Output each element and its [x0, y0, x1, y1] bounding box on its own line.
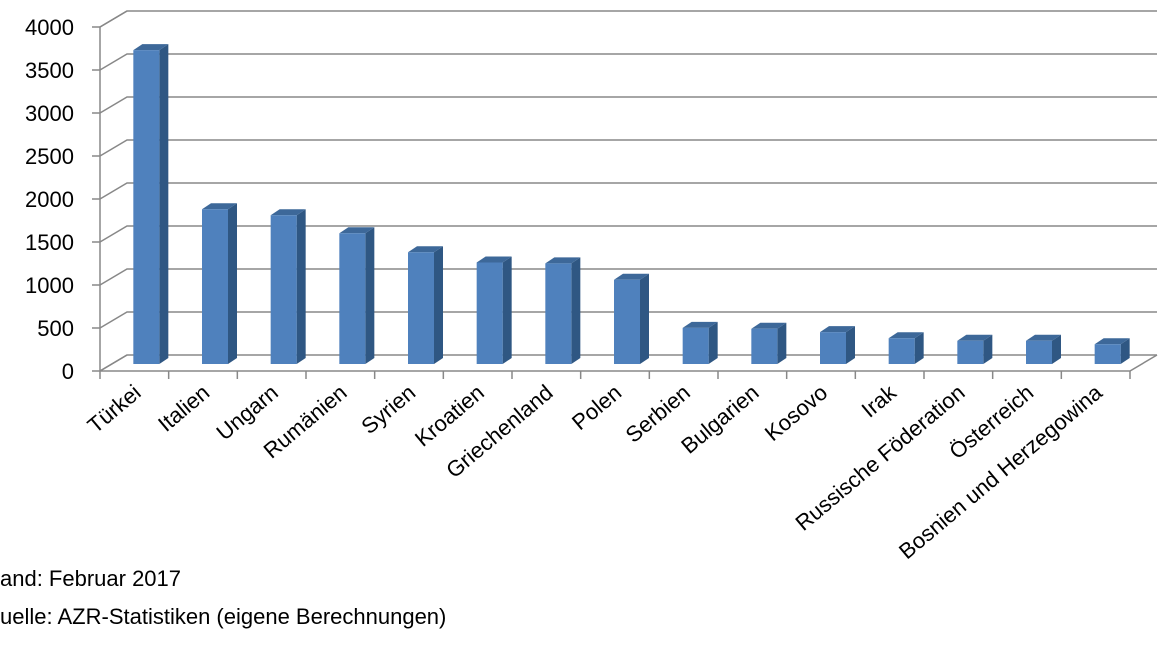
bar-face — [502, 256, 512, 364]
bar-face — [957, 334, 993, 341]
bar-face — [365, 227, 375, 364]
grid-line — [99, 268, 1157, 286]
y-tick-label: 2000 — [25, 187, 74, 212]
bar-face — [133, 44, 169, 51]
bar-face — [296, 209, 306, 364]
bar-face — [202, 209, 228, 364]
bar-face — [339, 227, 375, 234]
x-tick-label: Kosovo — [760, 380, 832, 446]
bar — [133, 44, 169, 364]
bar — [476, 256, 512, 364]
bar-face — [614, 273, 649, 280]
y-tick-label: 500 — [37, 316, 74, 341]
bar-face — [820, 326, 855, 333]
y-tick-label: 3500 — [25, 58, 74, 83]
bar-face — [270, 209, 306, 216]
bar — [751, 322, 787, 364]
bar-face — [888, 338, 915, 364]
bar-face — [133, 50, 160, 364]
bar-face — [914, 332, 924, 364]
bar-face — [1026, 334, 1061, 341]
grid-line — [99, 96, 1157, 114]
bar-face — [1026, 340, 1052, 364]
bar — [614, 273, 649, 364]
bar — [1026, 334, 1061, 364]
bar — [202, 203, 237, 364]
bar-face — [888, 332, 924, 339]
bar-face — [545, 263, 572, 364]
bar-face — [545, 257, 581, 264]
bar-face — [228, 203, 237, 364]
x-tick-label: Türkei — [83, 380, 146, 438]
bar-face — [159, 44, 169, 364]
bar-face — [983, 334, 993, 364]
bar-face — [751, 322, 787, 329]
bar-face — [571, 257, 581, 364]
bar-face — [751, 328, 778, 364]
bar-face — [434, 246, 443, 364]
grid-line — [99, 311, 1157, 329]
y-tick-label: 1500 — [25, 230, 74, 255]
bar — [408, 246, 443, 364]
bar-face — [202, 203, 237, 210]
x-tick-label: Irak — [857, 379, 902, 422]
bar-face — [957, 340, 984, 364]
bar-face — [777, 322, 787, 364]
bar — [888, 332, 924, 364]
x-tick-label: Syrien — [356, 380, 420, 439]
bar-face — [682, 321, 718, 328]
bar — [545, 257, 581, 364]
bar-face — [614, 279, 640, 364]
bar-face — [682, 327, 709, 364]
bar-face — [708, 321, 718, 364]
bar-face — [1052, 334, 1061, 364]
bar-face — [1120, 338, 1130, 364]
bar — [820, 326, 855, 364]
note: and: Februar 2017 — [0, 566, 181, 591]
y-tick-label: 3000 — [25, 101, 74, 126]
bar-face — [270, 215, 297, 364]
bar-face — [846, 326, 855, 364]
bar — [957, 334, 993, 364]
bar-face — [476, 256, 512, 263]
bar — [682, 321, 718, 364]
grid-line — [99, 182, 1157, 200]
y-tick-label: 0 — [62, 359, 74, 384]
bar — [270, 209, 306, 364]
x-tick-label: Polen — [567, 380, 626, 435]
bar-face — [1094, 338, 1130, 345]
y-tick-label: 2500 — [25, 144, 74, 169]
bar-face — [476, 262, 503, 364]
grid-line — [99, 10, 1157, 28]
bar — [339, 227, 375, 364]
x-tick-label: Bulgarien — [676, 380, 763, 459]
note: uelle: AZR-Statistiken (eigene Berechnun… — [0, 604, 446, 629]
y-tick-label: 1000 — [25, 273, 74, 298]
bar-face — [640, 273, 649, 364]
grid-line — [99, 354, 1157, 372]
bar-face — [820, 332, 846, 364]
x-tick-label: Italien — [153, 380, 214, 437]
grid-line — [99, 53, 1157, 71]
bar-face — [339, 233, 366, 364]
grid-line — [99, 139, 1157, 157]
bar-face — [408, 246, 443, 253]
y-tick-label: 4000 — [25, 15, 74, 40]
bar — [1094, 338, 1130, 364]
grid-line — [99, 225, 1157, 243]
bar-face — [408, 252, 434, 364]
bar-face — [1094, 344, 1121, 364]
